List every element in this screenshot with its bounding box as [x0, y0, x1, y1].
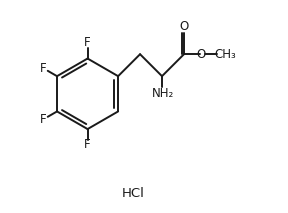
Text: CH₃: CH₃: [214, 48, 236, 61]
Text: NH₂: NH₂: [152, 87, 175, 100]
Text: F: F: [40, 62, 47, 75]
Text: F: F: [84, 36, 91, 49]
Text: O: O: [179, 20, 189, 33]
Text: O: O: [197, 48, 206, 61]
Text: HCl: HCl: [121, 187, 144, 200]
Text: F: F: [40, 113, 47, 126]
Text: F: F: [84, 138, 91, 151]
